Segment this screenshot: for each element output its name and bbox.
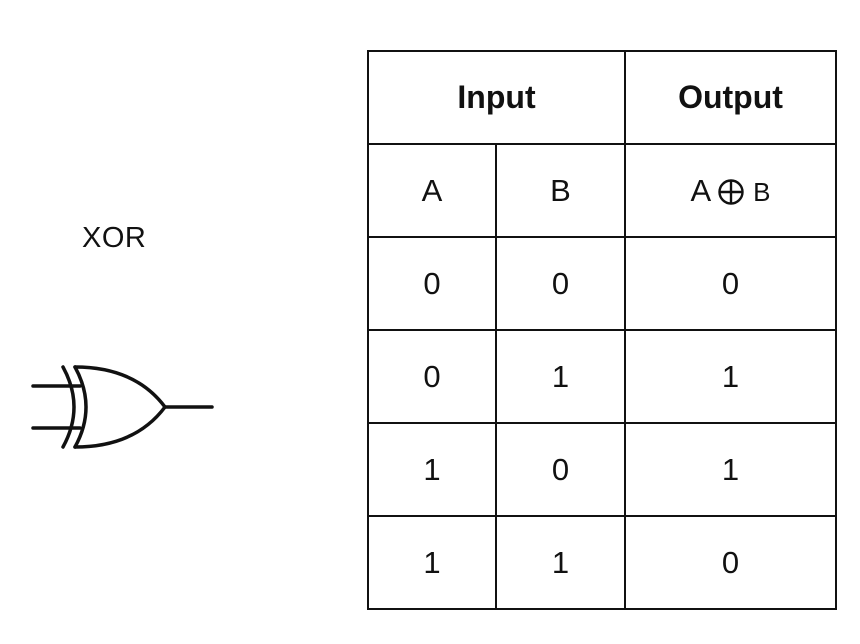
cell-b: 1 [495, 515, 626, 610]
table-row: 1 0 1 [367, 422, 837, 517]
cell-output: 0 [624, 236, 837, 331]
table-row: 1 1 0 [367, 515, 837, 610]
xor-gate-icon [31, 365, 214, 449]
input-header: Input [367, 50, 626, 145]
gate-label: XOR [82, 222, 147, 254]
cell-a: 0 [367, 236, 497, 331]
cell-a: 1 [367, 422, 497, 517]
cell-b: 0 [495, 422, 626, 517]
output-expr-right: B [753, 176, 771, 207]
cell-b: 1 [495, 329, 626, 424]
column-header-b: B [495, 143, 626, 238]
table-row: 0 1 1 [367, 329, 837, 424]
group-header-row: Input Output [367, 50, 837, 145]
cell-output: 1 [624, 329, 837, 424]
cell-b: 0 [495, 236, 626, 331]
column-header-a: A [367, 143, 497, 238]
circled-plus-icon [718, 179, 744, 206]
cell-output: 0 [624, 515, 837, 610]
cell-output: 1 [624, 422, 837, 517]
table-row: 0 0 0 [367, 236, 837, 331]
cell-a: 1 [367, 515, 497, 610]
cell-a: 0 [367, 329, 497, 424]
output-expr-left: A [690, 172, 712, 208]
output-header: Output [624, 50, 837, 145]
